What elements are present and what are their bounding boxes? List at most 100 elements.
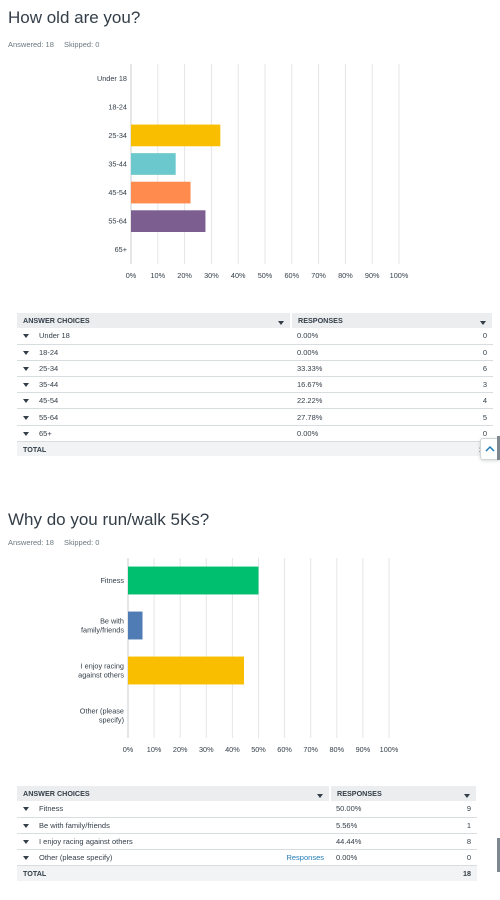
table-row: Fitness 50.00% 9 [17,801,477,818]
bar-fitness[interactable] [128,566,259,595]
sort-caret-icon[interactable] [464,794,470,798]
response-cell: 22.22% 4 [291,392,493,410]
expand-caret-icon[interactable] [23,366,29,371]
category-label: Under 18 [97,74,127,83]
x-tick-label: 90% [356,745,371,754]
expand-caret-icon[interactable] [23,350,29,355]
table-row: 45-54 22.22% 4 [17,392,493,410]
answer-choice-label: Under 18 [39,331,70,341]
total-label: TOTAL [17,441,291,457]
response-percent: 16.67% [297,380,323,390]
response-cell: 27.78% 5 [291,408,493,426]
question-2-meta: Answered: 18 Skipped: 0 [8,538,107,547]
answer-choice-cell: Fitness [17,801,330,818]
x-tick-label: 0% [126,271,137,280]
expand-caret-icon[interactable] [23,823,29,828]
answer-choice-label: Be with family/friends [39,820,110,830]
category-label: against others [78,671,124,680]
response-percent: 0.00% [297,428,319,438]
expand-caret-icon[interactable] [23,399,29,404]
total-value: 18 [330,865,477,881]
x-tick-label: 40% [225,745,240,754]
table-row: Be with family/friends 5.56% 1 [17,817,477,834]
expand-caret-icon[interactable] [23,839,29,844]
response-count: 0 [482,331,487,341]
bar-55-64[interactable] [131,210,206,232]
expand-caret-icon[interactable] [23,383,29,388]
response-percent: 22.22% [297,396,323,406]
table-row: 18-24 0.00% 0 [17,344,493,361]
response-percent: 44.44% [336,836,362,846]
answer-choice-cell: 65+ [17,425,291,442]
response-count: 0 [466,853,471,863]
answer-choice-label: Other (please specify) [39,853,113,863]
response-count: 4 [482,396,487,406]
x-tick-label: 50% [258,271,273,280]
expand-caret-icon[interactable] [23,431,29,436]
bar-35-44[interactable] [131,153,176,175]
answer-choice-label: 55-64 [39,412,59,422]
sort-caret-icon[interactable] [317,794,323,798]
category-label: specify) [99,716,124,725]
response-cell: 0.00% 0 [291,344,493,361]
answer-choice-label: 35-44 [39,380,59,390]
table-row: Other (please specify) Responses 0.00% 0 [17,849,477,867]
expand-caret-icon[interactable] [23,856,29,861]
answer-choice-cell: 18-24 [17,344,291,361]
category-label: Other (please [80,707,124,716]
response-percent: 50.00% [336,804,362,814]
answer-choice-label: 25-34 [39,363,59,373]
table-row: Under 18 0.00% 0 [17,328,493,345]
response-count: 3 [482,380,487,390]
response-cell: 0.00% 0 [330,849,477,867]
answer-choice-cell: I enjoy racing against others [17,833,330,851]
x-tick-label: 80% [338,271,353,280]
bar-25-34[interactable] [131,124,221,147]
question-1-meta: Answered: 18 Skipped: 0 [8,40,107,49]
answer-choice-cell: Under 18 [17,328,291,345]
response-percent: 33.33% [297,363,323,373]
bar-i-enjoy-racing-against-others[interactable] [128,656,244,685]
expand-caret-icon[interactable] [23,807,29,812]
header-answer-choices[interactable]: ANSWER CHOICES [17,313,292,328]
category-label: Fitness [100,576,124,585]
x-tick-label: 90% [365,271,380,280]
bar-45-54[interactable] [131,181,191,204]
response-cell: 44.44% 8 [330,833,477,851]
scrollbar-edge[interactable] [497,838,500,872]
total-row: TOTAL 18 [17,865,477,881]
answered-count: Answered: 18 [8,538,54,547]
category-label: 65+ [115,245,127,254]
skipped-count: Skipped: 0 [63,538,100,547]
category-label: 45-54 [108,188,127,197]
table-row: 65+ 0.00% 0 [17,425,493,442]
table-row: 25-34 33.33% 6 [17,360,493,378]
chevron-up-icon [485,445,495,452]
scrollbar-edge[interactable] [497,436,500,460]
response-cell: 0.00% 0 [291,328,493,345]
sort-caret-icon[interactable] [278,321,284,325]
header-answer-choices[interactable]: ANSWER CHOICES [17,786,331,801]
x-tick-label: 10% [150,271,165,280]
x-tick-label: 70% [303,745,318,754]
expand-caret-icon[interactable] [23,334,29,339]
x-tick-label: 30% [199,745,214,754]
header-responses[interactable]: RESPONSES [330,786,478,801]
answered-count: Answered: 18 [8,40,54,49]
total-row: TOTAL 18 [17,441,493,457]
responses-link[interactable]: Responses [286,853,324,863]
reason-bar-chart: 0% 10% 20% 30% 40% 50% 60% 70% 80% 90% 100% Fitness… [78,558,399,754]
table-row: 35-44 16.67% 3 [17,376,493,394]
skipped-count: Skipped: 0 [63,40,100,49]
bar-be-with-family-friends[interactable] [128,611,143,640]
sort-caret-icon[interactable] [480,321,486,325]
header-responses[interactable]: RESPONSES [291,313,494,328]
expand-caret-icon[interactable] [23,415,29,420]
x-tick-label: 20% [177,271,192,280]
x-tick-label: 30% [204,271,219,280]
response-percent: 27.78% [297,412,323,422]
category-label: 25-34 [108,131,127,140]
response-cell: 50.00% 9 [330,801,477,818]
age-bar-chart: 0% 10% 20% 30% 40% 50% 60% 70% 80% 90% 100% Under 1… [97,64,409,280]
x-tick-label: 50% [251,745,266,754]
